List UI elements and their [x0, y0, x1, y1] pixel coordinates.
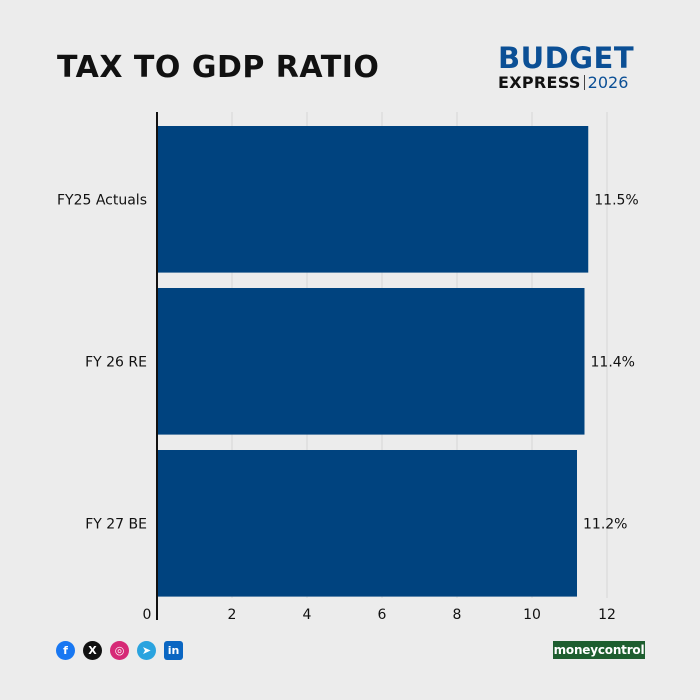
x-tick-label: 8 [453, 607, 462, 623]
y-tick-label: FY 26 RE [85, 354, 147, 370]
telegram-icon[interactable]: ➤ [137, 641, 156, 660]
social-icons: f X ◎ ➤ in [56, 641, 183, 660]
x-tick-label: 12 [598, 607, 616, 623]
logo-year-text: 2026 [587, 73, 629, 92]
chart-title: TAX TO GDP RATIO [57, 50, 380, 85]
x-tick-label: 2 [228, 607, 237, 623]
logo-express-text: EXPRESS [498, 73, 581, 92]
data-label: 11.5% [594, 192, 638, 208]
y-tick-label: FY 27 BE [85, 516, 147, 532]
logo-bottom-row: EXPRESS 2026 [498, 72, 644, 94]
x-tick-label: 10 [523, 607, 541, 623]
linkedin-icon[interactable]: in [164, 641, 183, 660]
facebook-icon[interactable]: f [56, 641, 75, 660]
x-tick-label: 0 [143, 607, 152, 623]
x-tick-label: 4 [303, 607, 312, 623]
logo-divider [583, 75, 585, 90]
bar [157, 126, 589, 273]
budget-express-logo: BUDGET EXPRESS 2026 [498, 44, 644, 94]
data-label: 11.4% [591, 354, 635, 370]
logo-budget-text: BUDGET [498, 41, 635, 75]
moneycontrol-logo: moneycontrol [553, 641, 645, 659]
instagram-icon[interactable]: ◎ [110, 641, 129, 660]
bar [157, 450, 577, 597]
y-tick-label: FY25 Actuals [57, 192, 147, 208]
x-tick-label: 6 [378, 607, 387, 623]
x-icon[interactable]: X [83, 641, 102, 660]
bar [157, 288, 585, 435]
data-label: 11.2% [583, 516, 627, 532]
